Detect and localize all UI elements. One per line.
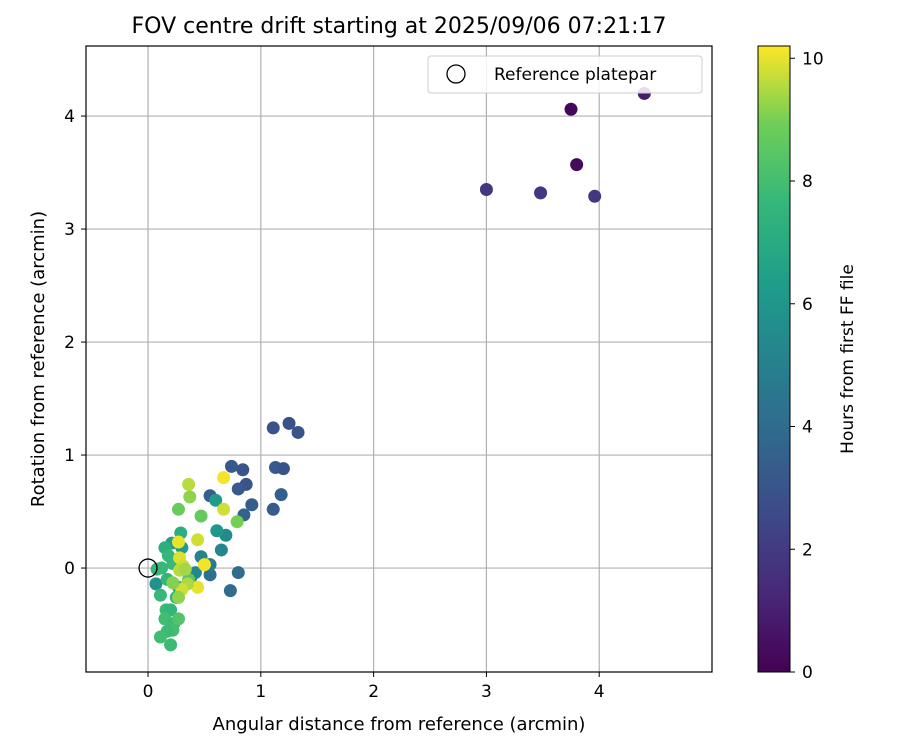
data-point <box>282 416 296 430</box>
data-point <box>182 477 196 491</box>
data-point <box>236 463 250 477</box>
data-points <box>138 86 651 652</box>
data-point <box>564 102 578 116</box>
data-point <box>570 158 584 172</box>
data-point <box>171 612 185 626</box>
colorbar-tick-label: 6 <box>802 295 813 315</box>
data-point <box>214 543 228 557</box>
legend-reference-marker <box>446 64 466 84</box>
data-point <box>210 524 224 538</box>
x-tick-label: 0 <box>143 682 154 702</box>
colorbar-tick-label: 2 <box>802 540 813 560</box>
plot-frame <box>85 45 713 673</box>
data-point <box>479 183 493 197</box>
legend-box <box>427 55 703 94</box>
data-point <box>534 186 548 200</box>
data-point <box>171 502 185 516</box>
data-point <box>225 459 239 473</box>
data-point <box>164 638 178 652</box>
data-point <box>266 502 280 516</box>
y-axis-ticks: 0 1 2 3 4 <box>64 107 86 579</box>
y-tick-label: 1 <box>64 446 75 466</box>
reference-platepar-marker <box>138 558 158 578</box>
data-point <box>203 568 217 582</box>
data-point <box>245 498 259 512</box>
x-tick-label: 2 <box>368 682 379 702</box>
data-point <box>153 588 167 602</box>
x-tick-label: 1 <box>255 682 266 702</box>
data-point <box>231 482 245 496</box>
colorbar: 0 2 4 6 8 10 Hours from first FF file <box>757 45 858 683</box>
colorbar-ticks: 0 2 4 6 8 10 <box>790 49 824 683</box>
legend: Reference platepar <box>427 55 703 94</box>
data-point <box>191 580 205 594</box>
data-point <box>588 189 602 203</box>
legend-reference-label: Reference platepar <box>494 65 656 85</box>
data-point <box>171 590 185 604</box>
colorbar-tick-label: 10 <box>802 49 824 69</box>
x-tick-label: 3 <box>481 682 492 702</box>
data-point <box>231 566 245 580</box>
grid <box>86 46 712 672</box>
colorbar-tick-label: 0 <box>802 663 813 683</box>
data-point <box>291 425 305 439</box>
data-point <box>183 490 197 504</box>
data-point <box>194 509 208 523</box>
y-axis-label: Rotation from reference (arcmin) <box>28 211 49 507</box>
data-point <box>171 535 185 549</box>
colorbar-label: Hours from first FF file <box>838 264 858 454</box>
data-point <box>274 488 288 502</box>
data-point <box>197 558 211 572</box>
data-point <box>209 493 223 507</box>
data-point <box>191 533 205 547</box>
x-axis-label: Angular distance from reference (arcmin) <box>213 714 586 735</box>
data-point <box>230 515 244 529</box>
y-tick-label: 3 <box>64 220 75 240</box>
data-point <box>166 576 180 590</box>
x-tick-label: 4 <box>594 682 605 702</box>
colorbar-tick-label: 4 <box>802 418 813 438</box>
data-point <box>266 421 280 435</box>
y-tick-label: 0 <box>64 559 75 579</box>
y-tick-label: 2 <box>64 333 75 353</box>
data-point <box>155 561 169 575</box>
data-point <box>223 584 237 598</box>
x-axis-ticks: 0 1 2 3 4 <box>143 672 605 702</box>
data-point <box>178 562 192 576</box>
data-point <box>153 630 167 644</box>
y-tick-label: 4 <box>64 107 75 127</box>
colorbar-gradient <box>757 45 791 673</box>
data-point <box>217 471 231 485</box>
data-point <box>276 462 290 476</box>
data-point <box>149 577 163 591</box>
colorbar-tick-label: 8 <box>802 172 813 192</box>
chart-title: FOV centre drift starting at 2025/09/06 … <box>132 14 667 39</box>
data-point <box>217 502 231 516</box>
